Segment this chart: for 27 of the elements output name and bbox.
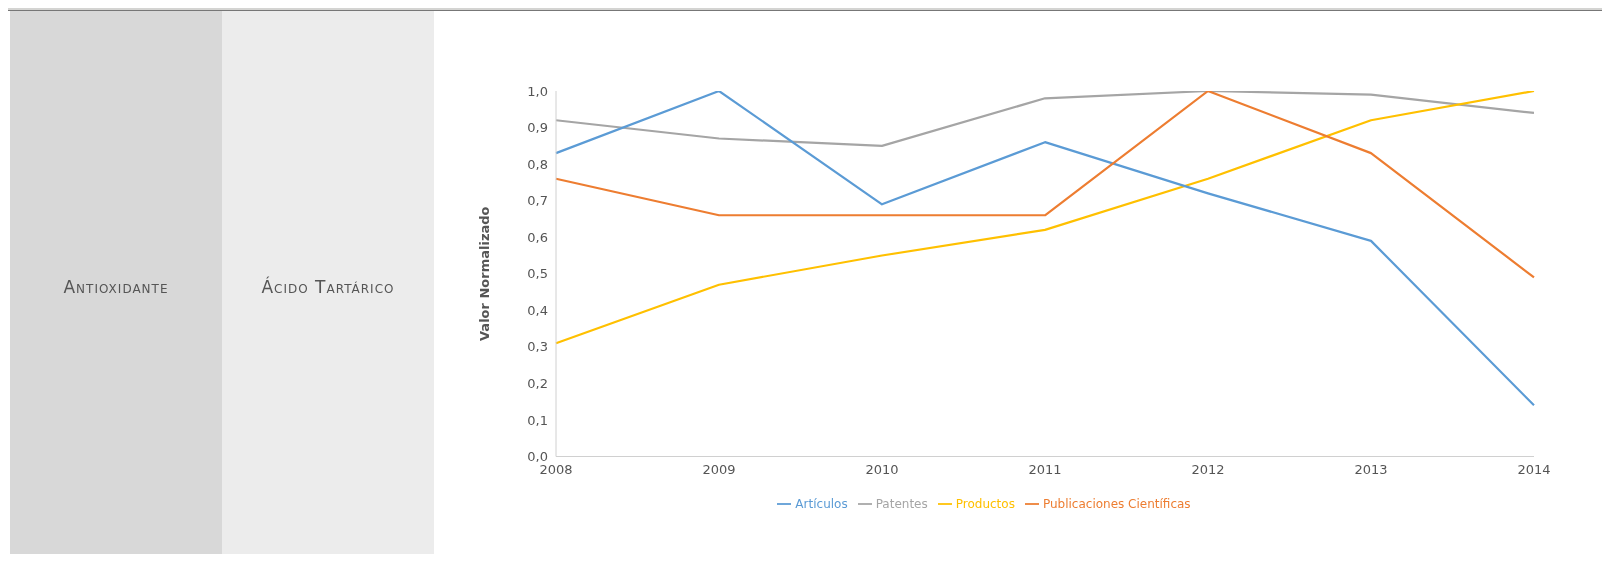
- y-tick-label: 1,0: [527, 83, 548, 99]
- y-tick-label: 0,6: [527, 229, 548, 245]
- y-tick-label: 0,8: [527, 156, 548, 172]
- y-tick-label: 0,7: [527, 193, 548, 209]
- x-tick-label: 2014: [1517, 461, 1551, 477]
- line-series: [554, 91, 1536, 279]
- legend-label: Productos: [955, 496, 1015, 511]
- y-tick-label: 0,5: [527, 266, 548, 282]
- x-tick-label: 2010: [865, 461, 899, 477]
- y-tick-label: 0,4: [527, 302, 548, 318]
- x-tick-label: 2009: [702, 461, 736, 477]
- text: Antioxidante: [62, 276, 170, 299]
- legend-label: Patentes: [875, 496, 928, 511]
- line-series: [554, 91, 1536, 407]
- y-tick-label: 0,9: [527, 120, 548, 136]
- x-tick-label: 2013: [1354, 461, 1388, 477]
- y-axis-title: Valor Normalizado: [476, 206, 492, 341]
- legend-label: Publicaciones Científicas: [1042, 496, 1191, 511]
- y-tick-label: 0,3: [527, 339, 548, 355]
- x-tick-label: 2011: [1028, 461, 1062, 477]
- line-series: [554, 91, 1536, 345]
- legend-label: Artículos: [795, 496, 848, 511]
- y-tick-label: 0,1: [527, 412, 548, 428]
- x-tick-label: 2012: [1191, 461, 1225, 477]
- text: Ácido Tartárico: [260, 275, 396, 299]
- y-tick-label: 0,2: [527, 376, 548, 392]
- line-series: [554, 91, 1536, 147]
